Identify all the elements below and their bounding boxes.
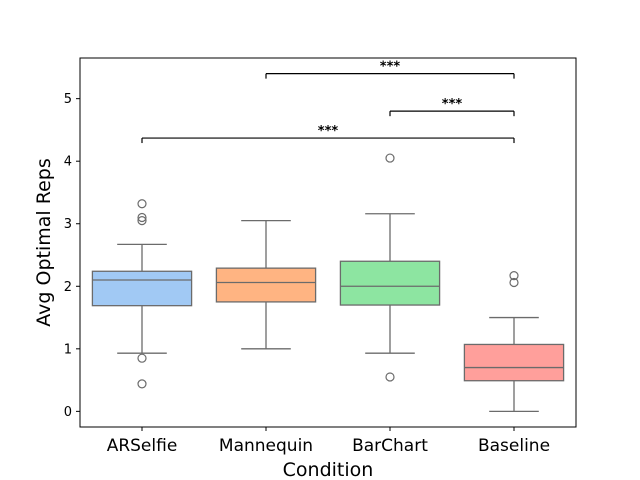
box-barchart (339, 260, 441, 306)
outlier-arselfie (137, 199, 147, 209)
x-tick-label-arselfie: ARSelfie (107, 436, 178, 456)
outlier-arselfie (137, 216, 147, 226)
y-tick-label: 1 (64, 342, 72, 357)
x-axis-title: Condition (283, 459, 374, 480)
y-axis-title: Avg Optimal Reps (33, 158, 55, 326)
sig-label: *** (442, 97, 463, 112)
box-arselfie (91, 270, 193, 307)
y-tick-label: 2 (64, 280, 72, 295)
x-tick-label-baseline: Baseline (478, 436, 550, 456)
box-baseline (463, 343, 565, 382)
outlier-baseline (509, 277, 519, 288)
outlier-arselfie (137, 212, 147, 223)
y-tick-label: 3 (64, 217, 72, 232)
outlier-arselfie (137, 353, 147, 363)
x-tick-label-mannequin: Mannequin (219, 436, 313, 456)
y-tick-label: 4 (64, 155, 72, 170)
y-tick-label: 5 (64, 92, 72, 107)
plot-frame (79, 57, 577, 428)
box-mannequin (215, 267, 317, 303)
outlier-barchart (385, 372, 395, 382)
outlier-baseline (509, 271, 519, 281)
x-tick-label-barchart: BarChart (352, 436, 428, 456)
outlier-arselfie (137, 379, 147, 389)
y-tick-label: 0 (64, 405, 72, 420)
outlier-barchart (385, 153, 395, 163)
sig-label: *** (318, 124, 339, 139)
sig-label: *** (380, 60, 401, 75)
